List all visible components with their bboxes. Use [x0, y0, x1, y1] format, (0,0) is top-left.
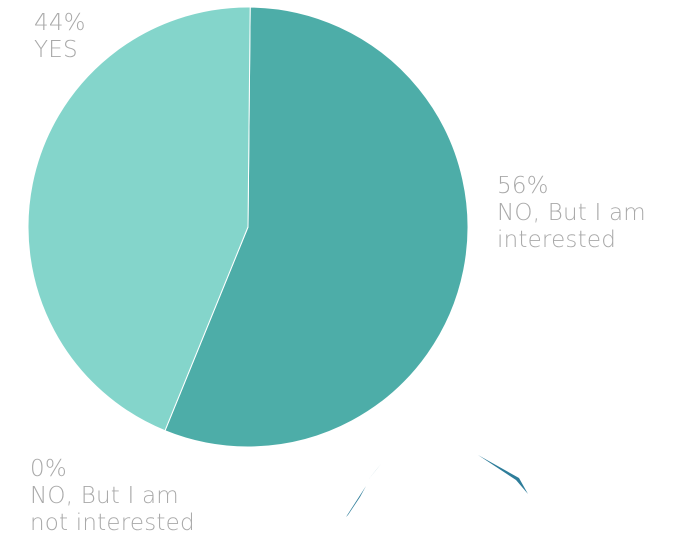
decorative-sliver [478, 455, 528, 494]
slice-value-yes: 44% [34, 10, 86, 36]
slice-label-yes: 44% YES [34, 10, 86, 64]
decorative-sliver [346, 486, 366, 517]
slice-label-no-not-interested: 0% NO, But I am not interested [30, 456, 195, 537]
slice-text-no-interested-line2: interested [497, 227, 616, 253]
slice-text-yes: YES [34, 37, 78, 63]
decorative-sliver [368, 464, 381, 480]
slice-value-no-interested: 56% [497, 173, 549, 199]
slice-value-no-not-interested: 0% [30, 456, 67, 482]
pie-slices [27, 6, 469, 448]
decorative-slivers [346, 455, 528, 517]
pie-slice-yes [27, 6, 251, 432]
slice-text-no-interested-line1: NO, But I am [497, 200, 646, 226]
pie-slice-no-but-i-am-interested [164, 6, 469, 448]
slice-text-no-not-interested-line2: not interested [30, 510, 195, 536]
slice-label-no-interested: 56% NO, But I am interested [497, 173, 646, 254]
slice-text-no-not-interested-line1: NO, But I am [30, 483, 179, 509]
